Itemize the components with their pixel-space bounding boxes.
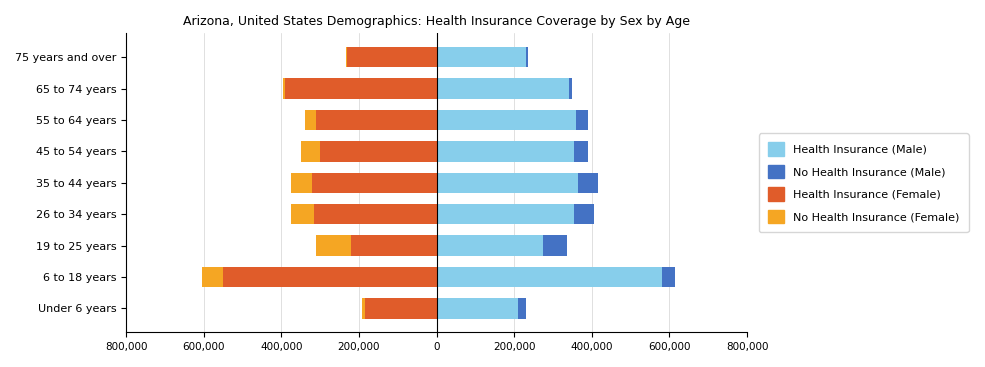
Bar [436,204,574,225]
Bar [286,78,436,99]
Bar [320,141,436,161]
Bar [348,47,436,67]
Bar [346,47,348,67]
Bar [574,141,588,161]
Bar [202,267,224,287]
Bar [436,47,526,67]
Bar [291,204,314,225]
Bar [436,267,662,287]
Bar [436,236,544,256]
Bar [224,267,436,287]
Bar [352,236,436,256]
Bar [576,110,588,130]
Bar [361,298,364,319]
Bar [316,110,436,130]
Title: Arizona, United States Demographics: Health Insurance Coverage by Sex by Age: Arizona, United States Demographics: Hea… [183,15,690,28]
Legend: Health Insurance (Male), No Health Insurance (Male), Health Insurance (Female), : Health Insurance (Male), No Health Insur… [758,134,968,232]
Bar [436,141,574,161]
Bar [314,204,436,225]
Bar [316,236,352,256]
Bar [578,172,598,193]
Bar [300,141,320,161]
Bar [526,47,528,67]
Bar [518,298,526,319]
Bar [436,110,576,130]
Bar [364,298,436,319]
Bar [284,78,286,99]
Bar [662,267,676,287]
Bar [436,298,518,319]
Bar [436,78,568,99]
Bar [574,204,594,225]
Bar [312,172,436,193]
Bar [304,110,316,130]
Bar [291,172,312,193]
Bar [436,172,578,193]
Bar [568,78,572,99]
Bar [544,236,566,256]
